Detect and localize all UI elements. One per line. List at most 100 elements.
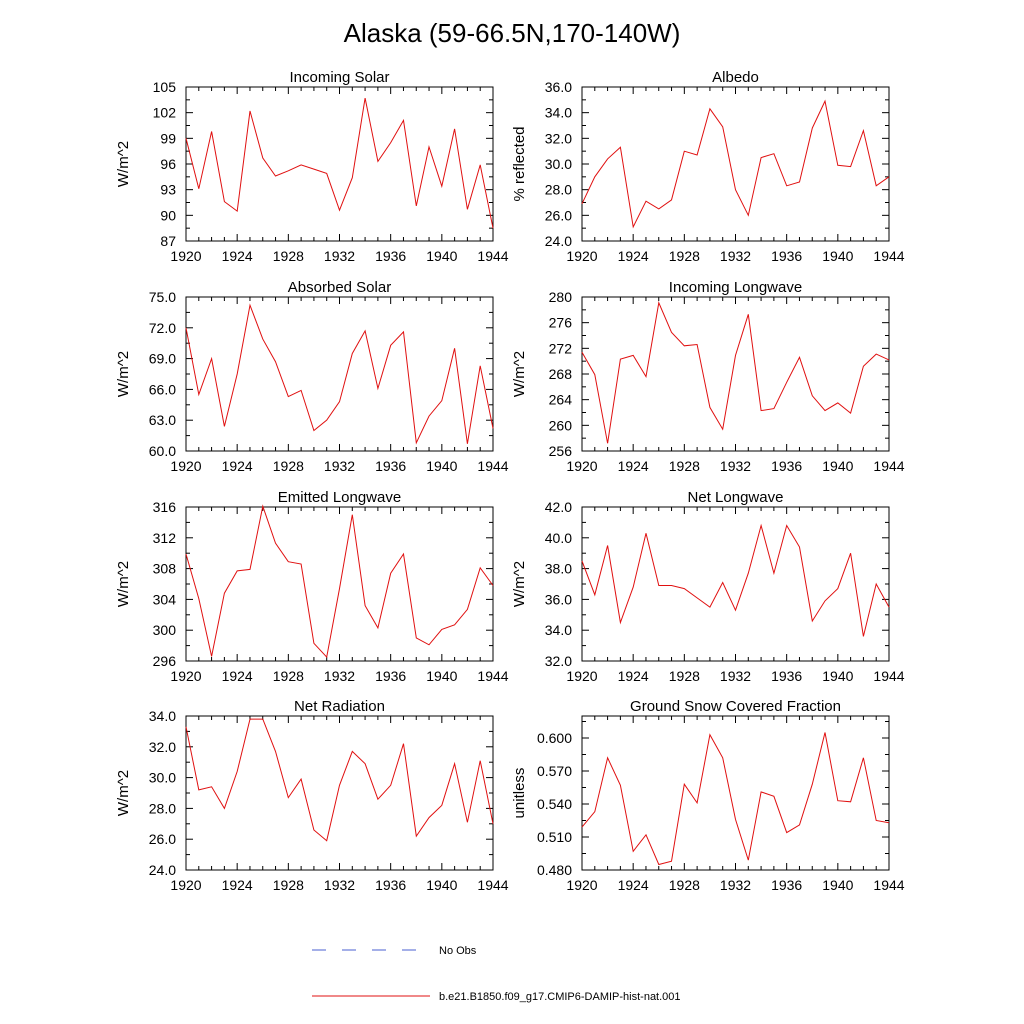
- panel-title: Emitted Longwave: [278, 489, 401, 506]
- x-tick-label: 1932: [324, 248, 355, 264]
- x-tick-label: 1928: [273, 877, 304, 893]
- x-tick-label: 1932: [720, 668, 751, 684]
- y-tick-label: 24.0: [545, 233, 572, 249]
- x-tick-label: 1944: [873, 248, 904, 264]
- panel-title: Albedo: [712, 69, 759, 86]
- x-tick-label: 1920: [170, 668, 201, 684]
- x-tick-label: 1944: [477, 248, 508, 264]
- y-axis-label: W/m^2: [115, 351, 132, 397]
- y-tick-label: 105: [153, 79, 177, 95]
- plot-frame: [185, 506, 494, 662]
- y-tick-label: 32.0: [545, 653, 572, 669]
- plot-frame: [185, 715, 494, 871]
- plot-frame: [581, 715, 890, 871]
- y-tick-label: 0.510: [537, 829, 572, 845]
- y-axis-label: W/m^2: [115, 770, 132, 816]
- plot-frame: [581, 86, 890, 242]
- x-tick-label: 1932: [324, 458, 355, 474]
- x-tick-label: 1936: [771, 248, 802, 264]
- y-tick-label: 296: [153, 653, 177, 669]
- y-tick-label: 0.540: [537, 796, 572, 812]
- x-tick-label: 1924: [618, 458, 649, 474]
- y-tick-label: 264: [549, 392, 573, 408]
- panel-net-radiation: Net Radiation W/m^2 1920 1924 1928 1932 1936 19…: [115, 698, 509, 893]
- x-tick-label: 1932: [720, 877, 751, 893]
- y-tick-label: 312: [153, 530, 177, 546]
- panel-title: Net Longwave: [688, 489, 784, 506]
- x-tick-label: 1924: [222, 248, 253, 264]
- y-tick-label: 280: [549, 289, 573, 305]
- x-tick-label: 1936: [771, 458, 802, 474]
- y-tick-label: 30.0: [149, 770, 176, 786]
- panel-absorbed-solar: Absorbed Solar W/m^2 1920 1924 1928 1932 1936 1…: [115, 279, 509, 474]
- y-tick-label: 300: [153, 622, 177, 638]
- x-tick-label: 1928: [669, 248, 700, 264]
- x-tick-label: 1928: [273, 248, 304, 264]
- y-tick-label: 38.0: [545, 561, 572, 577]
- y-tick-label: 36.0: [545, 79, 572, 95]
- x-tick-label: 1940: [822, 877, 853, 893]
- x-tick-label: 1944: [477, 877, 508, 893]
- series-line: [581, 99, 890, 229]
- x-tick-label: 1932: [720, 248, 751, 264]
- x-tick-label: 1940: [822, 458, 853, 474]
- y-tick-label: 26.0: [149, 831, 176, 847]
- y-tick-label: 28.0: [149, 800, 176, 816]
- x-tick-label: 1940: [426, 248, 457, 264]
- panel-title: Ground Snow Covered Fraction: [630, 698, 841, 715]
- x-tick-label: 1924: [618, 668, 649, 684]
- panel-albedo: Albedo % reflected 1920 1924 1928 1932 1936 194…: [511, 69, 905, 264]
- panel-title: Incoming Solar: [289, 69, 389, 86]
- y-tick-label: 0.600: [537, 730, 572, 746]
- y-tick-label: 87: [160, 233, 176, 249]
- x-tick-label: 1928: [669, 668, 700, 684]
- y-axis-label: % reflected: [511, 126, 528, 201]
- series-line: [581, 301, 890, 444]
- x-tick-label: 1936: [375, 458, 406, 474]
- panel-title: Absorbed Solar: [288, 279, 391, 296]
- y-tick-label: 99: [160, 130, 176, 146]
- x-tick-label: 1924: [222, 458, 253, 474]
- y-tick-label: 308: [153, 561, 177, 577]
- x-tick-label: 1940: [822, 668, 853, 684]
- y-tick-label: 102: [153, 105, 177, 121]
- y-axis-label: unitless: [511, 768, 528, 819]
- x-tick-label: 1936: [375, 248, 406, 264]
- panel-title: Net Radiation: [294, 698, 385, 715]
- y-tick-label: 0.480: [537, 862, 572, 878]
- x-tick-label: 1940: [426, 877, 457, 893]
- panel-grid: Incoming Solar W/m^2 1920 1924 1928 1932 1936 1…: [115, 69, 905, 893]
- x-tick-label: 1920: [170, 248, 201, 264]
- x-tick-label: 1940: [426, 458, 457, 474]
- panel-emitted-longwave: Emitted Longwave W/m^2 1920 1924 1928 1932 193…: [115, 489, 509, 684]
- y-tick-label: 93: [160, 182, 176, 198]
- y-tick-label: 60.0: [149, 443, 176, 459]
- x-tick-label: 1940: [822, 248, 853, 264]
- panel-ground-snow-covered-fraction: Ground Snow Covered Fraction unitless 1920…: [511, 698, 905, 893]
- y-tick-label: 30.0: [545, 156, 572, 172]
- y-axis-label: W/m^2: [511, 351, 528, 397]
- y-tick-label: 63.0: [149, 412, 176, 428]
- y-tick-label: 304: [153, 591, 177, 607]
- legend-label: No Obs: [439, 945, 477, 957]
- x-tick-label: 1920: [170, 458, 201, 474]
- y-tick-label: 0.570: [537, 763, 572, 779]
- x-tick-label: 1928: [669, 877, 700, 893]
- x-tick-label: 1924: [222, 877, 253, 893]
- y-tick-label: 40.0: [545, 530, 572, 546]
- x-tick-label: 1920: [566, 668, 597, 684]
- x-tick-label: 1936: [375, 877, 406, 893]
- y-tick-label: 28.0: [545, 182, 572, 198]
- series-line: [185, 98, 494, 229]
- x-tick-label: 1944: [477, 458, 508, 474]
- x-tick-label: 1944: [873, 668, 904, 684]
- x-tick-label: 1932: [324, 877, 355, 893]
- series-line: [581, 732, 890, 866]
- x-tick-label: 1932: [324, 668, 355, 684]
- x-tick-label: 1924: [618, 248, 649, 264]
- panel-incoming-solar: Incoming Solar W/m^2 1920 1924 1928 1932 1936 1…: [115, 69, 509, 264]
- y-tick-label: 268: [549, 366, 573, 382]
- x-tick-label: 1920: [170, 877, 201, 893]
- figure-title: Alaska (59-66.5N,170-140W): [344, 18, 681, 48]
- plot-frame: [185, 296, 494, 452]
